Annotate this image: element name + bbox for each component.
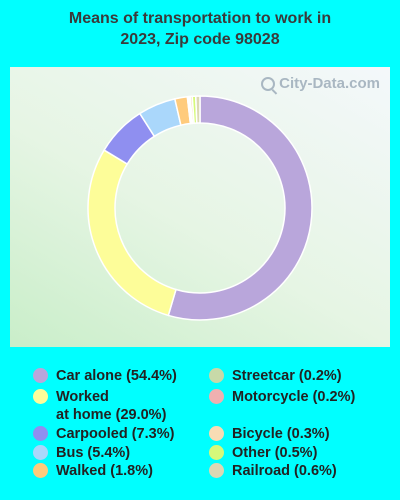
legend-swatch-1 [33,389,48,404]
legend-item-3: Bus (5.4%) [33,444,130,462]
legend-label-5: Streetcar (0.2%) [232,368,342,384]
legend-swatch-7 [209,426,224,441]
magnifier-icon [261,76,276,91]
legend-item-0: Car alone (54.4%) [33,367,177,385]
chart-title: Means of transportation to work in 2023,… [0,8,400,50]
legend-swatch-5 [209,368,224,383]
legend-swatch-3 [33,445,48,460]
legend-label-0: Car alone (54.4%) [56,368,177,384]
legend-label-8: Other (0.5%) [232,445,318,461]
legend-swatch-6 [209,389,224,404]
donut-slice-0 [167,95,313,321]
legend-swatch-0 [33,368,48,383]
legend-item-7: Bicycle (0.3%) [209,425,330,443]
legend-swatch-4 [33,463,48,478]
legend-item-8: Other (0.5%) [209,444,317,462]
legend-item-4: Walked (1.8%) [33,462,153,480]
legend-item-2: Carpooled (7.3%) [33,425,174,443]
legend-label-4: Walked (1.8%) [56,463,153,479]
watermark-text: City-Data.com [279,75,380,92]
legend-item-5: Streetcar (0.2%) [209,367,342,385]
legend-label-6: Motorcycle (0.2%) [232,389,356,405]
legend-label-9: Railroad (0.6%) [232,463,337,479]
donut-slice-9 [194,95,201,124]
chart-title-line-1: Means of transportation to work in [68,10,332,27]
legend-item-1: Worked at home (29.0%) [33,388,166,424]
legend-swatch-2 [33,426,48,441]
legend-item-9: Railroad (0.6%) [209,462,337,480]
legend-swatch-8 [209,445,224,460]
watermark: City-Data.com [261,75,380,92]
legend-item-6: Motorcycle (0.2%) [209,388,355,406]
chart-title-line-2: 2023, Zip code 98028 [120,31,280,48]
legend-label-2: Carpooled (7.3%) [56,426,175,442]
legend-swatch-9 [209,463,224,478]
legend-label-3: Bus (5.4%) [56,445,131,461]
legend-label-1: Worked at home (29.0%) [56,389,167,423]
legend-label-7: Bicycle (0.3%) [232,426,330,442]
